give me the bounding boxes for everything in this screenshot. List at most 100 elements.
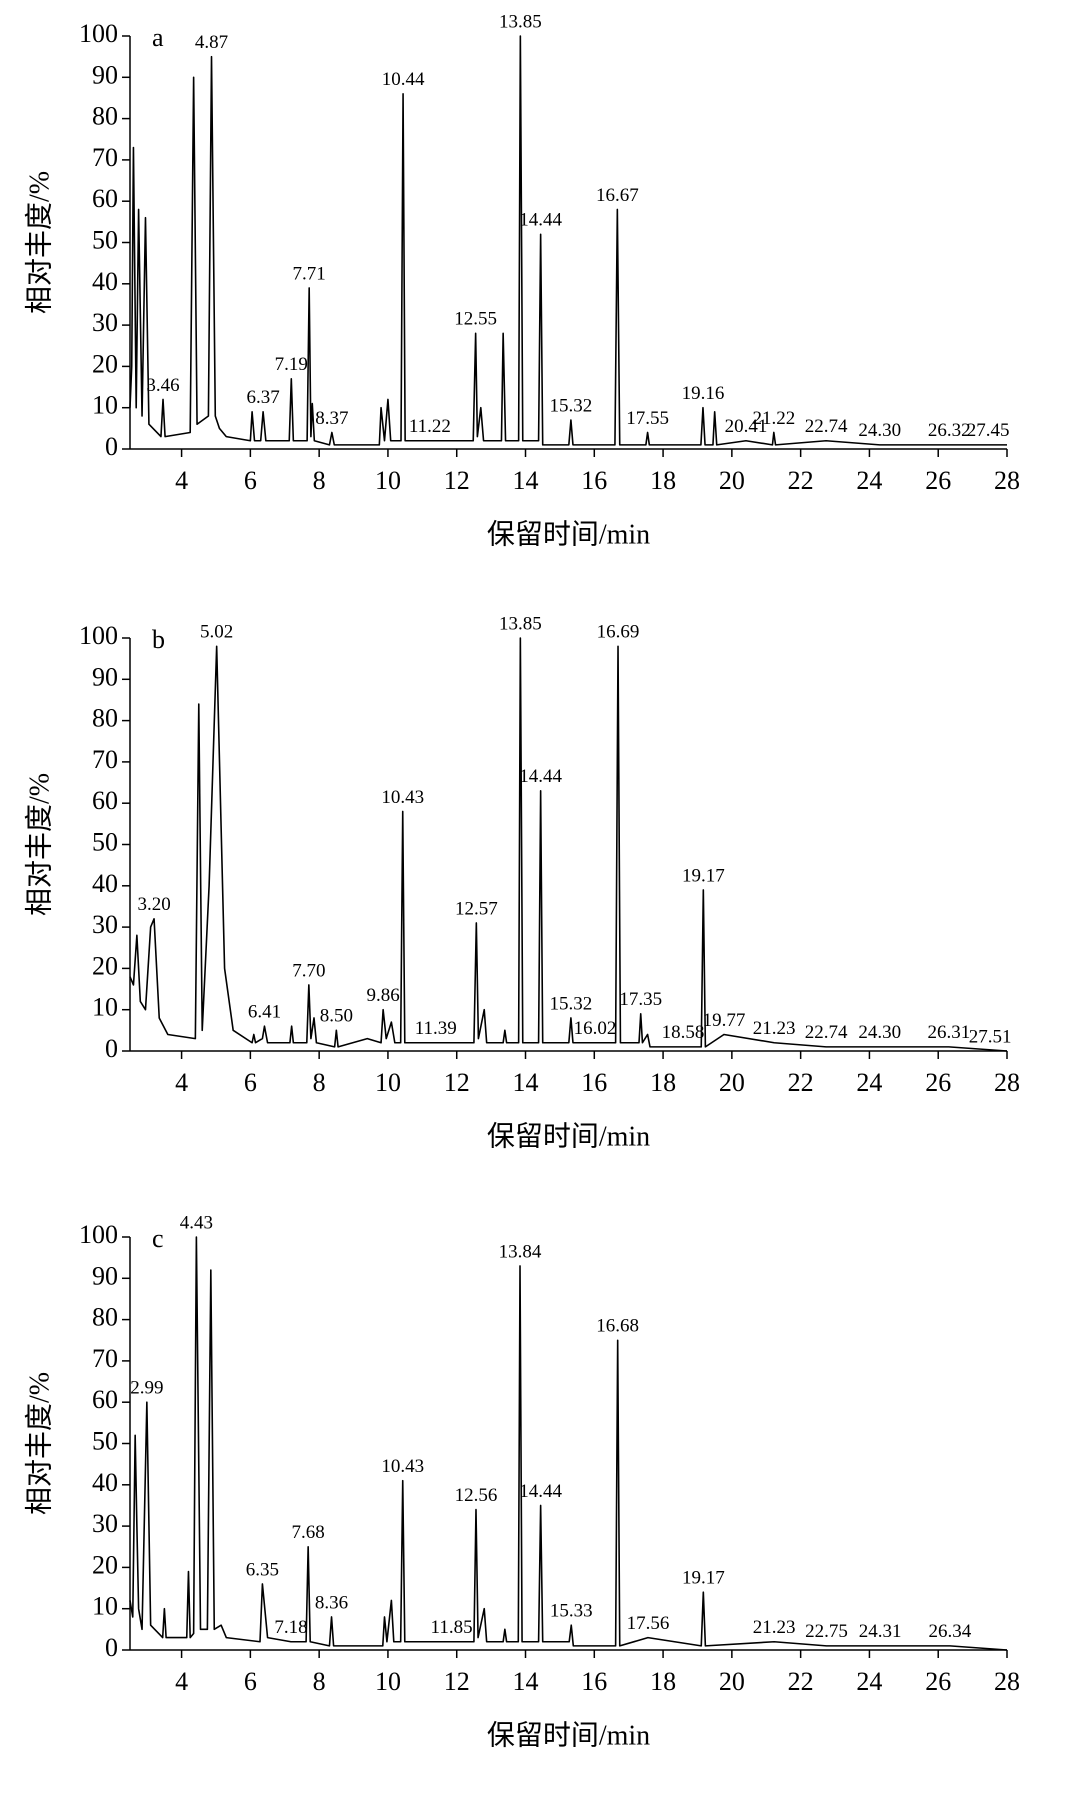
y-tick-label: 10 [92, 1592, 118, 1621]
x-tick-label: 28 [994, 1667, 1020, 1696]
y-tick-label: 20 [92, 349, 118, 378]
y-tick-label: 60 [92, 184, 118, 213]
y-tick-label: 90 [92, 662, 118, 691]
peak-label: 18.58 [662, 1022, 705, 1043]
y-tick-label: 80 [92, 704, 118, 733]
x-tick-label: 4 [175, 1068, 188, 1097]
y-axis-label: 相对丰度/% [23, 773, 55, 916]
peak-label: 22.75 [805, 1621, 848, 1642]
peak-label: 16.67 [596, 185, 639, 206]
peak-label: 13.84 [499, 1241, 542, 1262]
peak-label: 11.85 [431, 1617, 473, 1638]
peak-label: 26.34 [929, 1621, 972, 1642]
y-tick-label: 90 [92, 60, 118, 89]
peak-label: 12.57 [455, 898, 498, 919]
peak-label: 14.44 [519, 766, 562, 787]
peak-label: 3.46 [146, 375, 179, 396]
y-tick-label: 30 [92, 308, 118, 337]
peak-label: 10.43 [381, 1456, 424, 1477]
x-tick-label: 22 [788, 1068, 814, 1097]
x-tick-label: 20 [719, 1667, 745, 1696]
y-tick-label: 70 [92, 143, 118, 172]
x-tick-label: 10 [375, 1667, 401, 1696]
x-tick-label: 28 [994, 1068, 1020, 1097]
peak-label: 19.17 [682, 1568, 725, 1589]
y-tick-label: 10 [92, 993, 118, 1022]
peak-label: 6.35 [246, 1559, 279, 1580]
y-tick-label: 80 [92, 1303, 118, 1332]
x-tick-label: 26 [925, 1667, 951, 1696]
peak-label: 15.32 [550, 395, 593, 416]
x-tick-label: 16 [581, 466, 607, 495]
x-tick-label: 22 [788, 466, 814, 495]
chromatogram-trace [129, 637, 1008, 1052]
x-tick-label: 20 [719, 1068, 745, 1097]
peak-label: 26.32 [928, 420, 971, 441]
x-tick-label: 6 [244, 466, 257, 495]
peak-label: 19.77 [703, 1010, 746, 1031]
x-tick-label: 14 [513, 1068, 539, 1097]
y-tick-label: 20 [92, 1550, 118, 1579]
peak-label: 8.37 [315, 408, 348, 429]
y-tick-label: 40 [92, 267, 118, 296]
x-tick-label: 8 [313, 466, 326, 495]
panel-label: a [152, 23, 164, 52]
panel-label: b [152, 625, 165, 654]
x-tick-label: 16 [581, 1068, 607, 1097]
peak-label: 8.36 [315, 1592, 348, 1613]
y-tick-label: 40 [92, 1468, 118, 1497]
peak-label: 8.50 [320, 1006, 353, 1027]
y-tick-label: 100 [79, 621, 118, 650]
peak-label: 22.74 [805, 416, 848, 437]
peak-label: 27.45 [967, 420, 1010, 441]
x-tick-label: 22 [788, 1667, 814, 1696]
peak-label: 16.69 [597, 622, 640, 643]
x-tick-label: 12 [444, 466, 470, 495]
y-tick-label: 70 [92, 745, 118, 774]
x-tick-label: 4 [175, 1667, 188, 1696]
peak-label: 10.43 [381, 787, 424, 808]
x-tick-label: 6 [244, 1667, 257, 1696]
y-tick-label: 10 [92, 391, 118, 420]
x-tick-label: 24 [856, 1068, 882, 1097]
peak-label: 4.43 [180, 1212, 213, 1233]
peak-label: 20.41 [725, 416, 768, 437]
peak-label: 22.74 [805, 1022, 848, 1043]
peak-label: 11.39 [415, 1018, 457, 1039]
peak-label: 19.17 [682, 865, 725, 886]
x-tick-label: 8 [313, 1667, 326, 1696]
y-tick-label: 70 [92, 1344, 118, 1373]
peak-label: 19.16 [682, 383, 725, 404]
x-tick-label: 18 [650, 1068, 676, 1097]
peak-label: 10.44 [382, 69, 425, 90]
y-axis-label: 相对丰度/% [23, 171, 55, 314]
y-tick-label: 80 [92, 102, 118, 131]
x-tick-label: 16 [581, 1667, 607, 1696]
y-tick-label: 40 [92, 869, 118, 898]
chromatogram-trace [129, 35, 1007, 446]
peak-label: 14.44 [519, 210, 562, 231]
x-tick-label: 14 [513, 1667, 539, 1696]
y-tick-label: 0 [105, 432, 118, 461]
peak-label: 4.87 [195, 32, 228, 53]
peak-label: 24.30 [858, 420, 901, 441]
peak-label: 11.22 [409, 416, 451, 437]
x-tick-label: 24 [856, 1667, 882, 1696]
y-tick-label: 20 [92, 951, 118, 980]
x-tick-label: 12 [444, 1068, 470, 1097]
peak-label: 5.02 [200, 622, 233, 643]
panel-label: c [152, 1224, 164, 1253]
y-tick-label: 30 [92, 910, 118, 939]
x-tick-label: 6 [244, 1068, 257, 1097]
peak-label: 7.68 [292, 1522, 325, 1543]
y-tick-label: 50 [92, 1426, 118, 1455]
y-tick-label: 50 [92, 827, 118, 856]
x-axis-label: 保留时间/min [487, 518, 650, 550]
x-tick-label: 26 [925, 1068, 951, 1097]
x-tick-label: 28 [994, 466, 1020, 495]
peak-label: 14.44 [519, 1481, 562, 1502]
peak-label: 7.19 [275, 354, 308, 375]
chromatogram-trace [129, 1236, 1008, 1651]
peak-label: 13.85 [499, 613, 542, 634]
y-tick-label: 50 [92, 225, 118, 254]
